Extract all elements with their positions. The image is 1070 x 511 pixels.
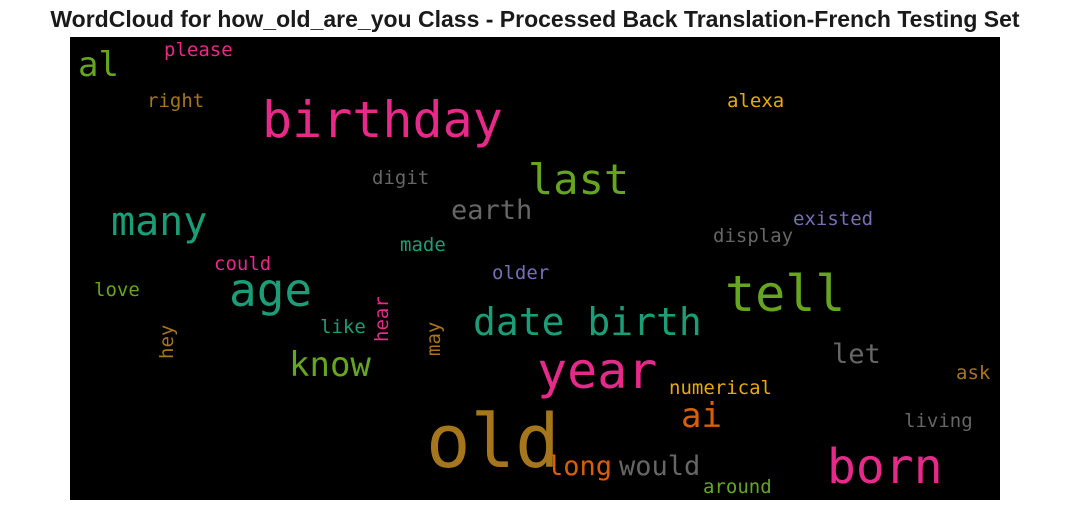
word-long: long xyxy=(547,453,612,480)
word-living: living xyxy=(904,412,973,431)
word-digit: digit xyxy=(372,169,429,188)
word-alexa: alexa xyxy=(727,92,784,111)
word-would: would xyxy=(619,453,700,480)
word-born: born xyxy=(827,443,943,491)
word-older: older xyxy=(492,264,549,283)
word-cloud: please al right birthday alexa last digi… xyxy=(70,37,1000,500)
word-know: know xyxy=(289,348,371,382)
word-last: last xyxy=(528,159,629,201)
word-birthday: birthday xyxy=(262,95,503,145)
word-hey: hey xyxy=(158,325,177,359)
word-around: around xyxy=(703,478,772,497)
word-old: old xyxy=(426,405,560,479)
word-display: display xyxy=(713,227,793,246)
word-like: like xyxy=(320,318,366,337)
word-ask: ask xyxy=(956,364,990,383)
word-love: love xyxy=(94,281,140,300)
word-al: al xyxy=(78,48,119,82)
word-earth: earth xyxy=(451,197,532,224)
word-let: let xyxy=(832,341,881,368)
word-tell: tell xyxy=(725,269,845,319)
word-date-birth: date birth xyxy=(473,303,702,341)
word-age: age xyxy=(229,267,312,313)
chart-title: WordCloud for how_old_are_you Class - Pr… xyxy=(0,6,1070,33)
word-right: right xyxy=(147,92,204,111)
word-many: many xyxy=(111,202,207,242)
word-year: year xyxy=(537,346,657,396)
word-made: made xyxy=(400,236,446,255)
word-please: please xyxy=(164,41,233,60)
word-existed: existed xyxy=(793,210,873,229)
word-may: may xyxy=(425,322,444,356)
word-ai: ai xyxy=(681,399,722,433)
word-hear: hear xyxy=(373,296,392,342)
